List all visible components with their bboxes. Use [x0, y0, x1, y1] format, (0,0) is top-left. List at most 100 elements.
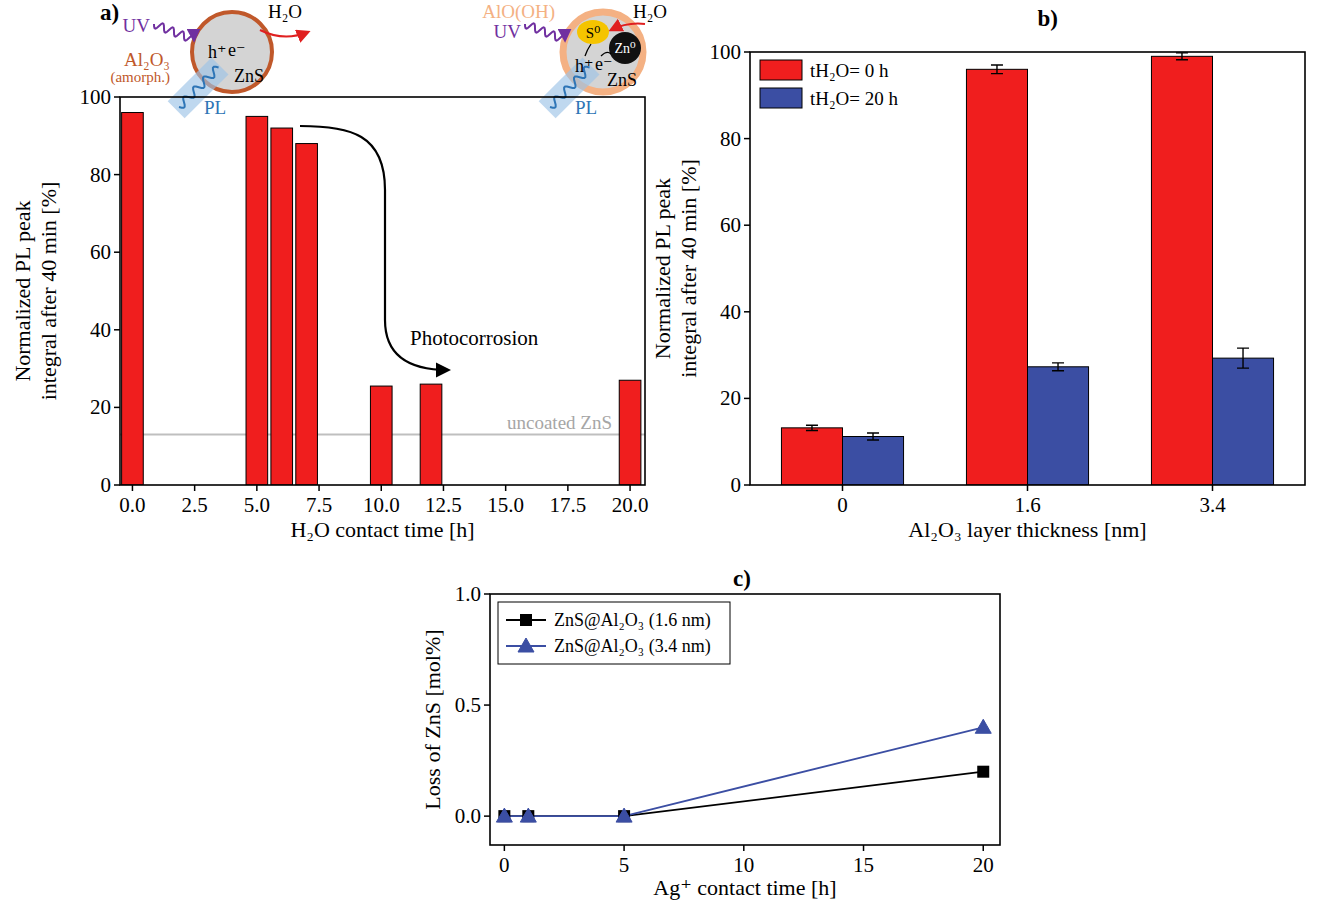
- x-tick: [743, 845, 745, 851]
- emission-box: [168, 58, 229, 119]
- y-tick: [744, 51, 750, 53]
- schematic: PLUVAlO(OH)S⁰Zn⁰H₂Oh⁺e⁻ZnS: [482, 1, 667, 118]
- x-tick-label: 2.5: [182, 493, 208, 517]
- y-tick: [114, 96, 120, 98]
- error-bar: [1237, 348, 1249, 368]
- y-tick: [114, 407, 120, 409]
- legend-label: tH₂O= 20 h: [810, 88, 899, 109]
- y-axis-title: Normalized PL peakintegral after 40 min …: [10, 182, 61, 401]
- emission-area: [168, 58, 229, 119]
- x-tick: [505, 485, 507, 491]
- x-tick: [982, 845, 984, 851]
- x-tick-label: 0: [499, 853, 510, 877]
- y-axis-title: Loss of ZnS [mol%]: [420, 629, 445, 809]
- core-label: ZnS: [607, 70, 637, 90]
- y-tick-label: 80: [90, 163, 111, 187]
- series-line: [504, 772, 983, 816]
- water-arrow: [260, 30, 308, 37]
- y-tick: [114, 174, 120, 176]
- x-tick: [629, 485, 631, 491]
- bar: [1028, 367, 1089, 485]
- x-tick-label: 1.6: [1014, 493, 1040, 517]
- bar: [843, 437, 904, 485]
- x-tick: [132, 485, 134, 491]
- light-label: UV: [494, 21, 522, 42]
- shell-note: (amorph.): [110, 69, 170, 86]
- legend-label: tH₂O= 0 h: [810, 60, 889, 81]
- figure: a)PLUVAl₂O₃(amorph.)H₂Oh⁺e⁻ZnSPLUVAlO(OH…: [0, 0, 1319, 909]
- marker: [975, 719, 991, 733]
- y-tick: [114, 251, 120, 253]
- error-bar: [1052, 363, 1064, 371]
- y-tick-label: 20: [720, 386, 741, 410]
- x-tick: [443, 485, 445, 491]
- y-tick: [114, 484, 120, 486]
- water-arrow: [611, 24, 645, 30]
- y-tick-label: 0: [101, 473, 112, 497]
- x-tick-label: 5.0: [244, 493, 270, 517]
- bar: [781, 428, 842, 485]
- y-tick-label: 0.0: [455, 804, 481, 828]
- bar: [370, 386, 392, 485]
- legend-label: ZnS@Al₂O₃ (3.4 nm): [554, 636, 711, 657]
- y-tick-label: 80: [720, 127, 741, 151]
- wave: [525, 23, 565, 40]
- error-bar: [806, 425, 818, 430]
- title-line: Normalized PL peak: [650, 178, 675, 359]
- legend-marker: [520, 614, 532, 626]
- water-label: H₂O: [268, 1, 302, 22]
- x-axis-title: H₂O contact time [h]: [290, 517, 474, 542]
- x-tick-label: 15: [853, 853, 874, 877]
- shell-label: Al₂O₃: [124, 49, 170, 70]
- y-tick-label: 60: [90, 240, 111, 264]
- plot-frame: [750, 52, 1305, 485]
- bar: [271, 128, 293, 485]
- x-tick: [567, 485, 569, 491]
- plot-area: [496, 719, 991, 822]
- y-tick-label: 60: [720, 213, 741, 237]
- holes-label: h⁺: [208, 42, 227, 62]
- x-tick: [623, 845, 625, 851]
- panel-letter: a): [100, 0, 119, 25]
- reference-label: uncoated ZnS: [507, 412, 612, 433]
- x-tick-label: 12.5: [425, 493, 462, 517]
- y-tick: [114, 329, 120, 331]
- shell-label: AlO(OH): [482, 1, 555, 23]
- sulfur-blob: [577, 20, 609, 44]
- panel-letter: c): [733, 566, 751, 591]
- bar: [966, 69, 1027, 485]
- y-tick: [744, 398, 750, 400]
- x-tick: [256, 485, 258, 491]
- legend-label: ZnS@Al₂O₃ (1.6 nm): [554, 610, 711, 631]
- error-bar: [991, 65, 1003, 74]
- bar: [1213, 358, 1274, 485]
- sulfur-label: S⁰: [586, 25, 600, 41]
- emission-label: PL: [575, 97, 597, 118]
- marker: [520, 808, 536, 822]
- x-tick: [194, 485, 196, 491]
- y-tick: [744, 224, 750, 226]
- x-tick-label: 20: [973, 853, 994, 877]
- x-tick: [863, 845, 865, 851]
- y-tick: [484, 593, 490, 595]
- title-line: integral after 40 min [%]: [36, 182, 61, 401]
- x-tick-label: 5: [619, 853, 630, 877]
- bar: [1151, 56, 1212, 485]
- hole-path: [585, 44, 591, 56]
- error-bar: [1176, 53, 1188, 60]
- error-bars: [806, 53, 1249, 440]
- error-bar: [867, 433, 879, 440]
- x-tick-label: 10: [733, 853, 754, 877]
- x-tick-label: 0: [837, 493, 848, 517]
- x-tick: [318, 485, 320, 491]
- zinc-label: Zn⁰: [614, 41, 636, 56]
- bar: [122, 113, 144, 485]
- zinc-blob: [609, 32, 641, 64]
- y-axis-title: Normalized PL peakintegral after 40 min …: [650, 159, 701, 378]
- x-tick: [1212, 485, 1214, 491]
- x-tick-label: 0.0: [119, 493, 145, 517]
- legend-box: [498, 602, 730, 664]
- y-tick: [744, 138, 750, 140]
- water-label: H₂O: [633, 1, 667, 22]
- marker: [977, 766, 989, 778]
